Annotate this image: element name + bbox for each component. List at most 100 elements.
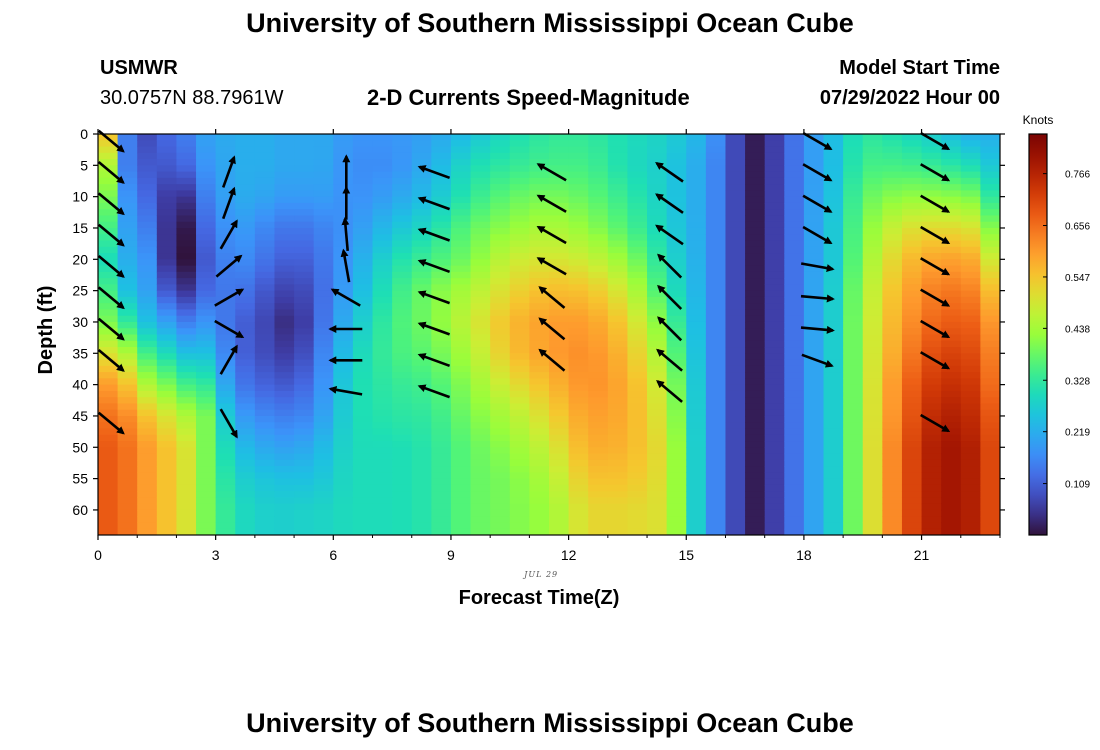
- heatmap-cell: [666, 403, 687, 411]
- heatmap-cell: [549, 503, 570, 511]
- heatmap-cell: [372, 190, 393, 198]
- heatmap-cell: [686, 246, 707, 254]
- heatmap-cell: [980, 466, 1000, 473]
- heatmap-cell: [98, 221, 119, 229]
- heatmap-cell: [568, 491, 589, 499]
- heatmap-cell: [372, 215, 393, 223]
- heatmap-cell: [803, 246, 825, 254]
- heatmap-cell: [431, 340, 452, 348]
- heatmap-cell: [352, 253, 374, 260]
- heatmap-cell: [470, 171, 491, 179]
- heatmap-cell: [705, 190, 727, 198]
- heatmap-cell: [117, 359, 138, 367]
- heatmap-cell: [705, 459, 727, 467]
- heatmap-cell: [333, 503, 354, 511]
- heatmap-cell: [411, 434, 432, 442]
- heatmap-cell: [686, 328, 707, 336]
- heatmap-cell: [529, 516, 550, 524]
- heatmap-cell: [392, 503, 413, 511]
- heatmap-cell: [196, 159, 217, 166]
- heatmap-cell: [588, 340, 609, 348]
- heatmap-cell: [823, 453, 844, 461]
- heatmap-cell: [392, 253, 413, 260]
- heatmap-cell: [392, 459, 413, 467]
- heatmap-cell: [607, 434, 629, 442]
- heatmap-cell: [941, 447, 962, 455]
- heatmap-cell: [215, 397, 236, 405]
- heatmap-cell: [784, 422, 805, 430]
- heatmap-cell: [235, 303, 256, 311]
- heatmap-cell: [529, 303, 550, 311]
- heatmap-cell: [941, 428, 962, 436]
- heatmap-cell: [137, 359, 158, 367]
- heatmap-cell: [745, 227, 766, 235]
- heatmap-cell: [333, 196, 354, 204]
- heatmap-cell: [607, 271, 629, 279]
- heatmap-cell: [372, 328, 393, 336]
- heatmap-cell: [647, 491, 668, 499]
- heatmap-cell: [647, 177, 668, 185]
- heatmap-cell: [274, 202, 295, 210]
- heatmap-cell: [352, 234, 374, 242]
- heatmap-cell: [294, 234, 315, 242]
- current-arrow: [656, 380, 683, 403]
- heatmap-cell: [627, 372, 648, 379]
- heatmap-cell: [215, 384, 236, 392]
- heatmap-cell: [882, 509, 903, 517]
- heatmap-cell: [411, 221, 432, 229]
- heatmap-cell: [823, 497, 844, 505]
- heatmap-cell: [607, 253, 629, 260]
- heatmap-cell: [137, 378, 158, 386]
- heatmap-cell: [470, 140, 491, 148]
- heatmap-cell: [647, 265, 668, 273]
- heatmap-cell: [843, 528, 864, 535]
- heatmap-cell: [980, 397, 1000, 405]
- heatmap-cell: [686, 171, 707, 179]
- heatmap-cell: [647, 516, 668, 524]
- heatmap-cell: [137, 459, 158, 467]
- heatmap-cell: [254, 190, 276, 198]
- heatmap-cell: [647, 340, 668, 348]
- heatmap-cell: [549, 484, 570, 492]
- heatmap-cell: [784, 246, 805, 254]
- y-axis-label: Depth (ft): [35, 286, 57, 375]
- heatmap-cell: [607, 240, 629, 248]
- heatmap-cell: [941, 422, 962, 430]
- heatmap-cell: [588, 265, 609, 273]
- heatmap-cell: [882, 196, 903, 204]
- heatmap-cell: [960, 240, 981, 248]
- heatmap-cell: [98, 365, 119, 373]
- heatmap-cell: [705, 397, 727, 405]
- heatmap-cell: [745, 221, 766, 229]
- heatmap-cell: [705, 334, 727, 342]
- heatmap-cell: [901, 159, 923, 166]
- heatmap-cell: [803, 503, 825, 511]
- heatmap-cell: [843, 227, 864, 235]
- heatmap-cell: [647, 146, 668, 154]
- heatmap-cell: [568, 296, 589, 304]
- heatmap-cell: [921, 384, 942, 392]
- heatmap-cell: [843, 215, 864, 223]
- heatmap-cell: [725, 309, 746, 317]
- heatmap-cell: [588, 428, 609, 436]
- heatmap-cell: [156, 441, 178, 448]
- heatmap-cell: [294, 503, 315, 511]
- heatmap-cell: [725, 290, 746, 298]
- heatmap-cell: [411, 497, 432, 505]
- heatmap-cell: [98, 171, 119, 179]
- current-arrow: [221, 186, 236, 220]
- heatmap-cell: [392, 265, 413, 273]
- heatmap-cell: [607, 296, 629, 304]
- heatmap-cell: [568, 397, 589, 405]
- heatmap-cell: [352, 159, 374, 166]
- heatmap-cell: [666, 315, 687, 323]
- heatmap-cell: [196, 428, 217, 436]
- heatmap-cell: [392, 466, 413, 473]
- heatmap-cell: [607, 184, 629, 191]
- heatmap-cell: [549, 372, 570, 379]
- heatmap-cell: [666, 196, 687, 204]
- heatmap-cell: [294, 177, 315, 185]
- heatmap-cell: [392, 522, 413, 530]
- heatmap-cell: [862, 296, 883, 304]
- heatmap-cell: [568, 516, 589, 524]
